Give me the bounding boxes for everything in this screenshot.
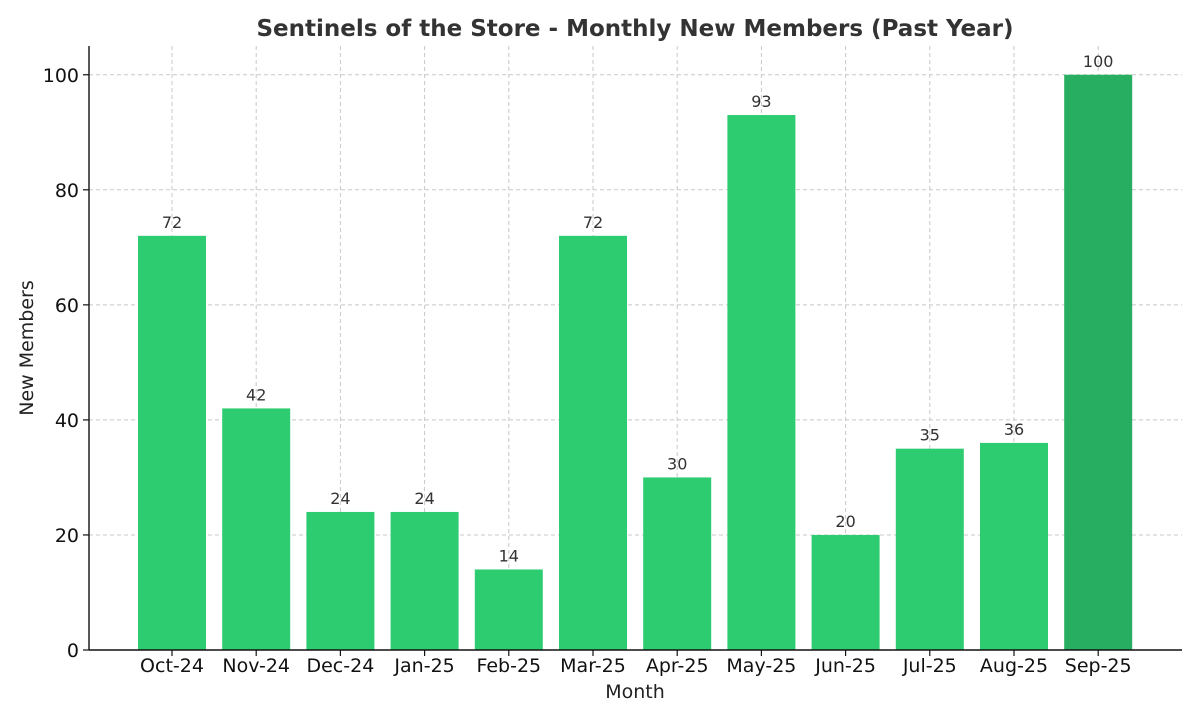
x-tick-label: Aug-25 [980, 655, 1048, 677]
x-tick-label: Oct-24 [140, 655, 204, 677]
bar-sep-25 [1064, 74, 1133, 650]
bar-nov-24 [222, 408, 291, 650]
labels-layer: 0 20 40 60 80 100 72 42 24 24 14 72 30 93 20 35 36 100 Oct… [43, 52, 1132, 677]
bar-value-label: 72 [162, 213, 182, 232]
x-tick-label: Sep-25 [1065, 655, 1132, 677]
bar-value-label: 14 [499, 546, 519, 565]
bar-jan-25 [390, 511, 459, 650]
bar-value-label: 24 [414, 489, 434, 508]
bar-value-label: 42 [246, 385, 266, 404]
x-tick-label: Jan-25 [393, 655, 454, 677]
bar-dec-24 [306, 511, 375, 650]
x-tick-label: Jul-25 [902, 655, 957, 677]
x-tick-label: May-25 [726, 655, 796, 677]
bar-jul-25 [895, 448, 964, 650]
bar-jun-25 [811, 534, 880, 650]
x-tick-label: Mar-25 [560, 655, 626, 677]
bar-value-label: 36 [1004, 420, 1024, 439]
bar-oct-24 [138, 235, 206, 651]
bar-apr-25 [643, 477, 712, 650]
bar-aug-25 [980, 442, 1048, 650]
bar-mar-25 [559, 235, 627, 651]
bar-may-25 [727, 115, 796, 651]
x-tick-label: Dec-24 [306, 655, 374, 677]
bar-value-label: 24 [330, 489, 350, 508]
y-tick-label: 0 [67, 640, 79, 662]
bar-value-label: 30 [667, 454, 687, 473]
y-tick-label: 80 [55, 180, 79, 202]
axes-layer [83, 46, 1182, 656]
bar-value-label: 72 [583, 213, 603, 232]
bar-feb-25 [474, 569, 543, 650]
bar-value-label: 35 [920, 426, 940, 445]
y-tick-label: 40 [55, 410, 79, 432]
chart-title: Sentinels of the Store - Monthly New Mem… [256, 16, 1013, 42]
bar-value-label: 20 [835, 512, 855, 531]
bar-value-label: 93 [751, 92, 771, 111]
y-tick-label: 20 [55, 525, 79, 547]
bars-layer [138, 74, 1133, 651]
x-tick-label: Jun-25 [814, 655, 876, 677]
bar-value-label: 100 [1083, 52, 1114, 71]
y-tick-label: 60 [55, 295, 79, 317]
x-tick-label: Feb-25 [476, 655, 541, 677]
x-axis-label: Month [605, 681, 665, 703]
y-axis-label: New Members [16, 280, 38, 416]
x-tick-label: Nov-24 [222, 655, 290, 677]
y-tick-label: 100 [43, 65, 79, 87]
x-tick-label: Apr-25 [646, 655, 709, 677]
